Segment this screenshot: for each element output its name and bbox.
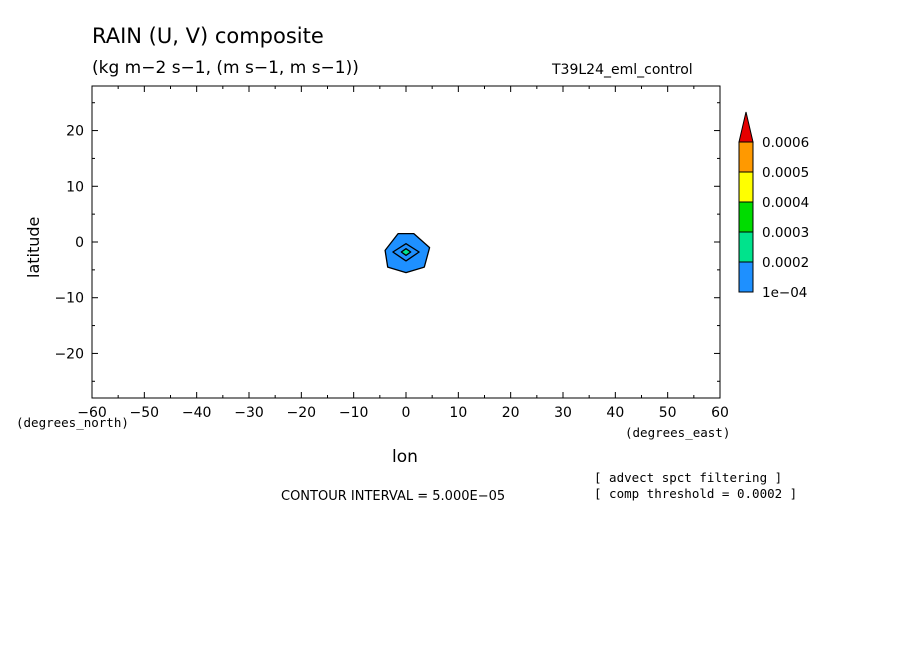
x-tick-label: −10 bbox=[339, 405, 369, 421]
x-tick-label: −50 bbox=[130, 405, 160, 421]
colorbar-swatch-2 bbox=[738, 201, 754, 233]
contour-interval: CONTOUR INTERVAL = 5.000E−05 bbox=[281, 489, 506, 504]
x-tick-label: 10 bbox=[449, 405, 467, 421]
x-tick-label: −60 bbox=[77, 405, 107, 421]
x-axis-label: lon bbox=[392, 447, 418, 467]
x-tick-label: −20 bbox=[287, 405, 317, 421]
run-name: T39L24_eml_control bbox=[552, 62, 693, 78]
colorbar-label-0: 1e−04 bbox=[762, 285, 807, 301]
colorbar-extend-arrow bbox=[738, 111, 754, 143]
chart-subtitle: (kg m−2 s−1, (m s−1, m s−1)) bbox=[92, 58, 359, 78]
y-tick-label: −10 bbox=[54, 291, 84, 307]
x-tick-label: −30 bbox=[234, 405, 264, 421]
axis-ticks: −60 −50 −40 −30 −20 −10 0 10 20 30 40 50 60 −20 −10 0 10… bbox=[54, 86, 729, 421]
y-tick-label: 0 bbox=[75, 235, 84, 251]
colorbar-swatch-3 bbox=[738, 171, 754, 203]
colorbar-swatch-0 bbox=[738, 261, 754, 293]
y-axis-units: (degrees_north) bbox=[16, 415, 129, 430]
colorbar-label-1: 0.0002 bbox=[762, 255, 809, 271]
colorbar-swatch-4 bbox=[738, 141, 754, 173]
colorbar-swatch-1 bbox=[738, 231, 754, 263]
contour-region-2 bbox=[400, 248, 412, 257]
x-axis-units: (degrees_east) bbox=[625, 425, 731, 440]
colorbar-label-5: 0.0006 bbox=[762, 135, 809, 151]
colorbar: 1e−04 0.0002 0.0003 0.0004 0.0005 0.0006 bbox=[738, 111, 809, 301]
x-tick-label: −40 bbox=[182, 405, 212, 421]
chart-title: RAIN (U, V) composite bbox=[92, 24, 324, 48]
colorbar-label-2: 0.0003 bbox=[762, 225, 809, 241]
x-tick-label: 40 bbox=[606, 405, 624, 421]
x-tick-label: 0 bbox=[402, 405, 411, 421]
colorbar-label-3: 0.0004 bbox=[762, 195, 809, 211]
colorbar-label-4: 0.0005 bbox=[762, 165, 809, 181]
x-tick-label: 50 bbox=[659, 405, 677, 421]
filter-note: [ advect spct filtering ] bbox=[594, 470, 783, 485]
contour-fills bbox=[384, 232, 431, 274]
x-tick-label: 60 bbox=[711, 405, 729, 421]
threshold-note: [ comp threshold = 0.0002 ] bbox=[594, 486, 798, 501]
x-tick-label: 20 bbox=[502, 405, 520, 421]
x-tick-label: 30 bbox=[554, 405, 572, 421]
y-tick-label: −20 bbox=[54, 346, 84, 362]
y-tick-label: 10 bbox=[66, 179, 84, 195]
y-tick-label: 20 bbox=[66, 124, 84, 140]
